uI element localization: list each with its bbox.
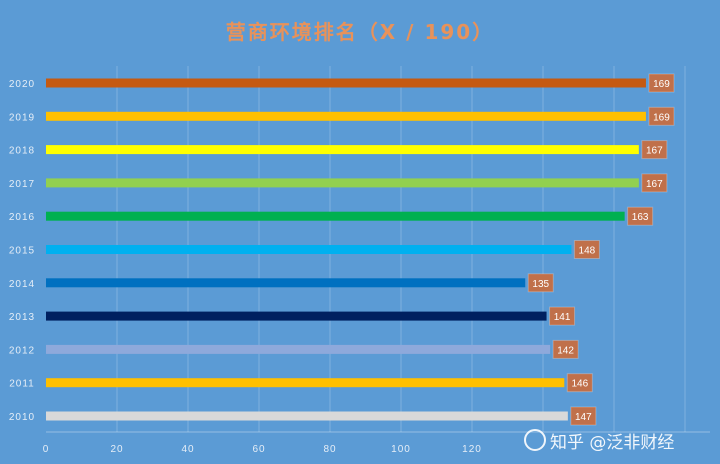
chart-title: 营商环境排名（X / 190）: [225, 20, 495, 44]
watermark-logo-icon: [524, 429, 546, 451]
bar: [46, 178, 639, 188]
data-label-bg: [527, 273, 554, 293]
data-label: 169: [653, 79, 670, 90]
data-label-bg: [570, 406, 597, 426]
y-tick-label: 2012: [9, 345, 35, 356]
data-label: 135: [532, 279, 549, 290]
bar: [46, 411, 568, 421]
bar: [46, 344, 551, 354]
y-tick-label: 2019: [9, 112, 35, 123]
x-tick-label: 0: [43, 444, 50, 455]
data-label-bg: [641, 173, 668, 193]
data-label-bg: [552, 339, 579, 359]
data-label-bg: [627, 206, 654, 226]
x-tick-label: 80: [323, 444, 336, 455]
data-label: 167: [646, 146, 663, 157]
x-tick-label: 20: [110, 444, 123, 455]
data-label-bg: [648, 73, 675, 93]
data-label: 169: [653, 112, 670, 123]
y-tick-label: 2013: [9, 312, 35, 323]
bar: [46, 311, 547, 321]
bar: [46, 211, 625, 221]
bar: [46, 78, 646, 88]
y-tick-label: 2014: [9, 279, 35, 290]
data-label: 142: [557, 345, 574, 356]
y-tick-label: 2016: [9, 212, 35, 223]
bar: [46, 278, 526, 288]
x-tick-label: 100: [391, 444, 411, 455]
data-label: 163: [632, 212, 649, 223]
data-label: 167: [646, 179, 663, 190]
y-tick-label: 2011: [9, 379, 35, 390]
bar: [46, 245, 572, 254]
bar: [46, 111, 646, 121]
data-label: 147: [575, 412, 592, 423]
data-label: 148: [579, 246, 596, 257]
data-label-bg: [566, 373, 593, 393]
y-tick-label: 2015: [9, 246, 35, 257]
y-tick-label: 2020: [9, 79, 35, 90]
data-label-bg: [648, 106, 675, 126]
x-tick-label: 40: [181, 444, 194, 455]
watermark-text: 知乎 @泛非财经: [550, 432, 675, 453]
data-label-bg: [549, 306, 576, 326]
y-tick-label: 2018: [9, 146, 35, 157]
data-label-bg: [641, 140, 668, 160]
data-label-bg: [573, 240, 600, 259]
watermark: 知乎 @泛非财经: [524, 424, 720, 456]
data-label: 141: [554, 312, 571, 323]
bar: [46, 378, 565, 388]
x-tick-label: 120: [462, 444, 482, 455]
bar: [46, 145, 639, 155]
y-tick-label: 2017: [9, 179, 35, 190]
data-label: 146: [571, 379, 588, 390]
y-tick-label: 2010: [9, 412, 35, 423]
x-tick-label: 60: [252, 444, 265, 455]
